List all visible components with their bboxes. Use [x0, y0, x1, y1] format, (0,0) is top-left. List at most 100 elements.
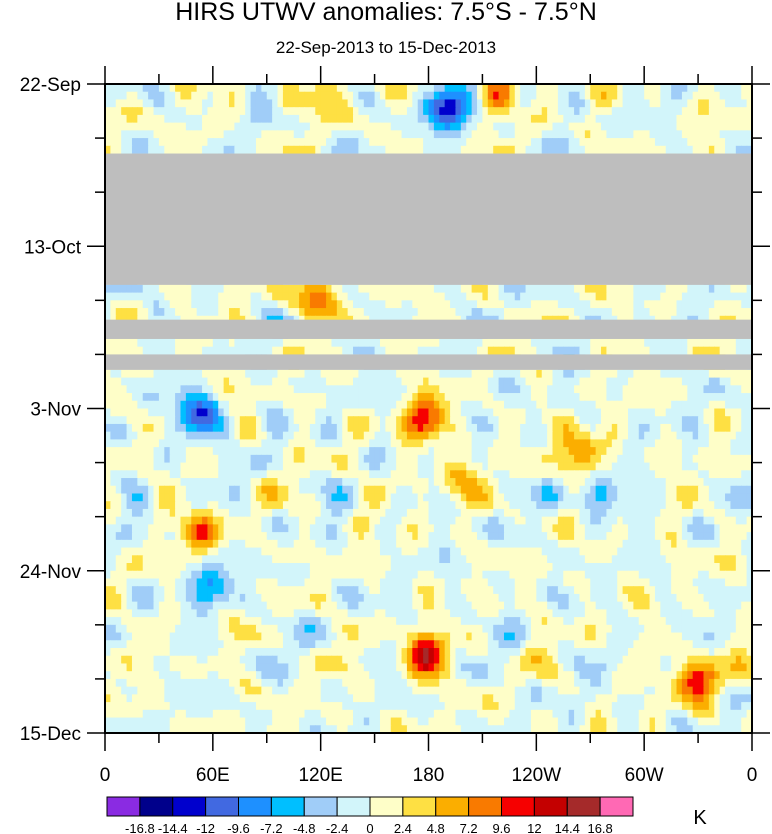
- heatmap-cell: [309, 84, 316, 93]
- heatmap-cell: [385, 99, 392, 108]
- heatmap-cell: [487, 99, 494, 108]
- heatmap-cell: [207, 138, 214, 147]
- heatmap-cell: [191, 107, 198, 116]
- heatmap-cell: [460, 130, 467, 139]
- heatmap-cell: [714, 338, 721, 348]
- heatmap-cell: [520, 138, 527, 147]
- heatmap-cell: [229, 114, 235, 124]
- heatmap-cell: [137, 122, 144, 131]
- heatmap-cell: [590, 99, 597, 108]
- heatmap-cell: [503, 84, 510, 93]
- heatmap-cell: [417, 145, 424, 155]
- heatmap-cell: [142, 369, 149, 379]
- heatmap-cell: [320, 308, 327, 317]
- heatmap-cell: [482, 91, 489, 101]
- heatmap-cell: [444, 84, 451, 93]
- heatmap-cell: [676, 377, 683, 386]
- heatmap-cell: [315, 122, 322, 131]
- heatmap-cell: [250, 138, 257, 147]
- heatmap-cell: [493, 300, 500, 309]
- heatmap-cell: [131, 300, 138, 309]
- heatmap-cell: [396, 300, 403, 309]
- heatmap-cell: [374, 300, 381, 309]
- heatmap-cell: [406, 284, 413, 294]
- heatmap-cell: [390, 292, 397, 301]
- heatmap-cell: [649, 308, 656, 317]
- heatmap-cell: [239, 369, 246, 379]
- heatmap-cell: [439, 300, 446, 309]
- heatmap-cell: [622, 91, 629, 101]
- heatmap-cell: [229, 84, 235, 93]
- heatmap-cell: [423, 284, 430, 294]
- heatmap-cell: [202, 91, 209, 101]
- heatmap-cell: [703, 107, 710, 116]
- heatmap-cell: [347, 338, 354, 348]
- heatmap-cell: [336, 346, 343, 356]
- heatmap-cell: [363, 145, 370, 155]
- heatmap-cell: [681, 114, 688, 124]
- heatmap-cell: [202, 308, 209, 317]
- heatmap-cell: [331, 308, 338, 317]
- heatmap-cell: [433, 393, 440, 402]
- heatmap-cell: [326, 84, 333, 93]
- heatmap-cell: [428, 91, 435, 101]
- heatmap-cell: [229, 99, 235, 108]
- heatmap-cell: [121, 84, 128, 93]
- heatmap-cell: [698, 308, 705, 317]
- heatmap-cell: [460, 145, 467, 155]
- heatmap-cell: [180, 400, 187, 410]
- heatmap-cell: [320, 292, 327, 301]
- heatmap-cell: [110, 338, 117, 348]
- heatmap-cell: [466, 138, 473, 147]
- heatmap-cell: [649, 145, 656, 155]
- heatmap-cell: [417, 292, 424, 301]
- heatmap-cell: [601, 308, 608, 317]
- heatmap-cell: [584, 393, 591, 402]
- heatmap-cell: [234, 385, 241, 394]
- heatmap-cell: [692, 385, 699, 394]
- heatmap-cell: [326, 99, 333, 108]
- heatmap-cell: [336, 114, 343, 124]
- heatmap-cell: [477, 84, 484, 93]
- heatmap-cell: [660, 377, 667, 386]
- heatmap-cell: [255, 107, 262, 116]
- heatmap-cell: [309, 122, 316, 131]
- heatmap-cell: [477, 292, 484, 301]
- heatmap-cell: [110, 130, 117, 139]
- heatmap-cell: [471, 338, 478, 348]
- heatmap-cell: [735, 308, 742, 317]
- heatmap-cell: [503, 114, 510, 124]
- heatmap-cell: [563, 138, 570, 147]
- heatmap-cell: [379, 385, 386, 394]
- heatmap-cell: [358, 338, 365, 348]
- heatmap-cell: [703, 308, 710, 317]
- heatmap-cell: [477, 338, 484, 348]
- heatmap-cell: [196, 284, 203, 294]
- heatmap-cell: [126, 292, 133, 301]
- heatmap-cell: [353, 300, 360, 309]
- heatmap-cell: [417, 300, 424, 309]
- heatmap-cell: [272, 114, 279, 124]
- heatmap-cell: [644, 292, 651, 301]
- heatmap-cell: [649, 122, 656, 131]
- heatmap-cell: [444, 138, 451, 147]
- heatmap-cell: [229, 122, 235, 131]
- heatmap-cell: [579, 393, 586, 402]
- heatmap-cell: [433, 138, 440, 147]
- heatmap-cell: [255, 292, 262, 301]
- heatmap-cell: [611, 338, 618, 348]
- heatmap-cell: [207, 385, 214, 394]
- heatmap-cell: [412, 346, 419, 356]
- heatmap-cell: [417, 369, 424, 379]
- heatmap-cell: [703, 84, 710, 93]
- heatmap-cell: [148, 308, 155, 317]
- heatmap-cell: [735, 338, 742, 348]
- heatmap-cell: [574, 114, 581, 124]
- heatmap-cell: [272, 300, 279, 309]
- heatmap-cell: [660, 385, 667, 394]
- heatmap-cell: [385, 138, 392, 147]
- heatmap-cell: [207, 99, 214, 108]
- heatmap-cell: [595, 130, 602, 139]
- heatmap-cell: [633, 346, 640, 356]
- heatmap-cell: [293, 292, 300, 301]
